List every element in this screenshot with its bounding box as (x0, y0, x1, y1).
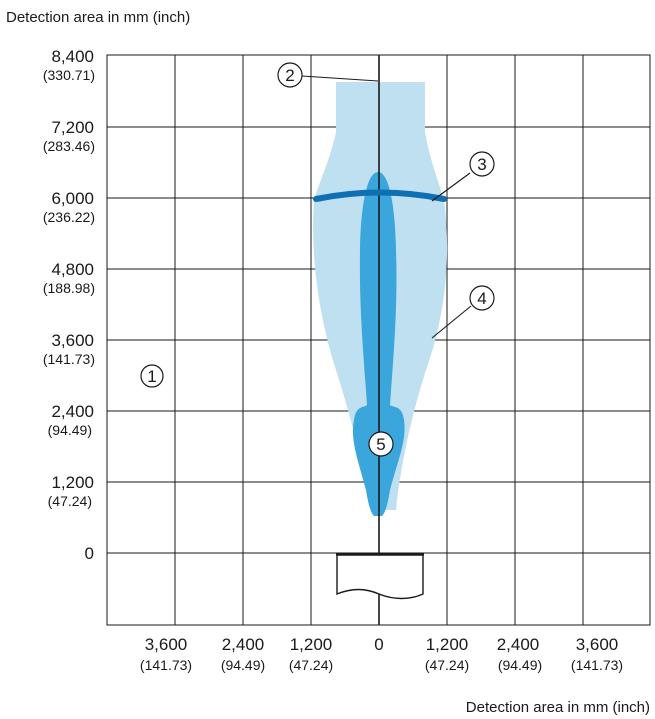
y-tick-inch-label: (188.98) (43, 280, 95, 296)
x-tick-label: 3,600 (145, 635, 188, 654)
x-tick-label: 0 (374, 635, 383, 654)
x-tick-inch-label: (47.24) (425, 657, 469, 673)
callout-2: ② (277, 62, 303, 88)
y-tick-label: 0 (85, 544, 94, 563)
y-tick-label: 7,200 (51, 118, 94, 137)
y-axis-labels: 8,400 (330.71) 7,200 (283.46) 6,000 (236… (43, 47, 95, 563)
x-tick-inch-label: (141.73) (140, 657, 192, 673)
bottom-axis-title: Detection area in mm (inch) (466, 699, 650, 716)
y-tick-label: 1,200 (51, 473, 94, 492)
callout-digits: 1 2 3 4 5 (147, 66, 486, 454)
x-tick-inch-label: (47.24) (289, 657, 333, 673)
x-tick-label: 1,200 (426, 635, 469, 654)
callout-5-digit: 5 (376, 435, 385, 454)
top-axis-title: Detection area in mm (inch) (6, 9, 190, 26)
y-tick-inch-label: (47.24) (48, 493, 92, 509)
x-tick-inch-label: (94.49) (498, 657, 542, 673)
x-tick-label: 1,200 (290, 635, 333, 654)
y-tick-label: 8,400 (51, 47, 94, 66)
callout-5: ⑤ (368, 431, 394, 457)
callout-3-leader (431, 172, 471, 202)
callout-4-digit: 4 (477, 289, 486, 308)
y-tick-inch-label: (94.49) (48, 422, 92, 438)
y-tick-inch-label: (330.71) (43, 67, 95, 83)
callout-3: ③ (469, 151, 495, 177)
callout-3-digit: 3 (477, 155, 486, 174)
callout-1: ① (140, 364, 164, 388)
callout-1-digit: 1 (147, 367, 156, 386)
x-tick-label: 2,400 (497, 635, 540, 654)
callout-leaders (301, 75, 472, 339)
y-tick-label: 4,800 (51, 260, 94, 279)
callout-2-leader (301, 75, 379, 82)
x-tick-inch-label: (141.73) (571, 657, 623, 673)
x-tick-label: 2,400 (222, 635, 265, 654)
x-axis-labels: 3,600 (141.73) 2,400 (94.49) 1,200 (47.2… (140, 635, 623, 673)
callout-4-leader (431, 305, 472, 339)
y-tick-label: 3,600 (51, 331, 94, 350)
y-tick-inch-label: (283.46) (43, 138, 95, 154)
y-tick-label: 6,000 (51, 189, 94, 208)
x-tick-label: 3,600 (576, 635, 619, 654)
y-tick-inch-label: (236.22) (43, 209, 95, 225)
y-tick-inch-label: (141.73) (43, 351, 95, 367)
callout-4: ④ (469, 285, 495, 311)
callout-2-digit: 2 (285, 66, 294, 85)
x-tick-inch-label: (94.49) (221, 657, 265, 673)
y-tick-label: 2,400 (51, 402, 94, 421)
reference-arc (313, 189, 447, 202)
sensor-housing (336, 552, 424, 600)
